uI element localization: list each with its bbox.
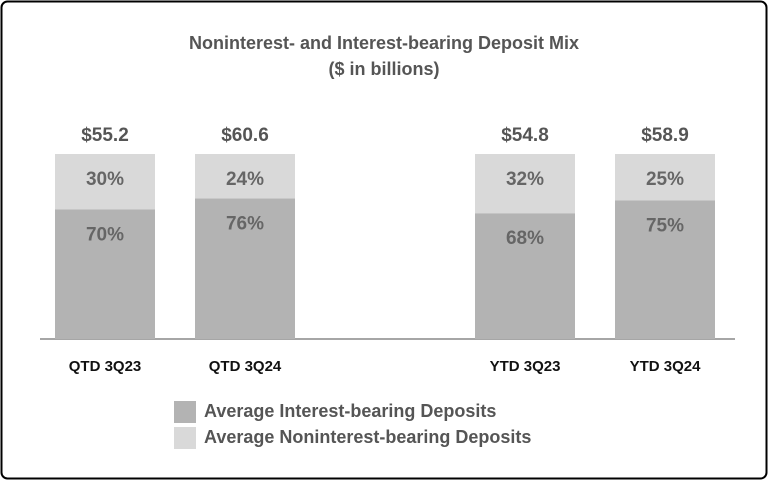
bar-segment (615, 154, 715, 201)
legend-swatch (174, 401, 196, 423)
x-tick-label: YTD 3Q23 (490, 358, 561, 375)
bar-segment (55, 209, 155, 339)
bar-segment (615, 200, 715, 339)
x-tick-label: QTD 3Q24 (209, 358, 282, 375)
chart-title: Noninterest- and Interest-bearing Deposi… (189, 33, 579, 53)
total-label: $60.6 (221, 125, 269, 146)
data-label: 24% (226, 169, 264, 190)
legend-label: Average Interest-bearing Deposits (204, 401, 496, 421)
total-label: $58.9 (641, 125, 689, 146)
x-tick-label: QTD 3Q23 (69, 358, 142, 375)
data-label: 75% (646, 215, 684, 236)
bar-segment (475, 154, 575, 214)
bar-segment (475, 213, 575, 339)
data-label: 70% (86, 225, 124, 246)
data-label: 30% (86, 169, 124, 190)
data-label: 68% (506, 228, 544, 249)
bar-segment (55, 154, 155, 210)
legend-swatch (174, 427, 196, 449)
data-label: 32% (506, 169, 544, 190)
total-label: $55.2 (81, 125, 129, 146)
bar-segment (195, 154, 295, 199)
legend-label: Average Noninterest-bearing Deposits (204, 427, 531, 447)
data-label: 25% (646, 169, 684, 190)
bar-segment (195, 198, 295, 339)
data-label: 76% (226, 213, 264, 234)
chart-subtitle: ($ in billions) (329, 59, 440, 79)
total-label: $54.8 (501, 125, 549, 146)
x-tick-label: YTD 3Q24 (630, 358, 702, 375)
